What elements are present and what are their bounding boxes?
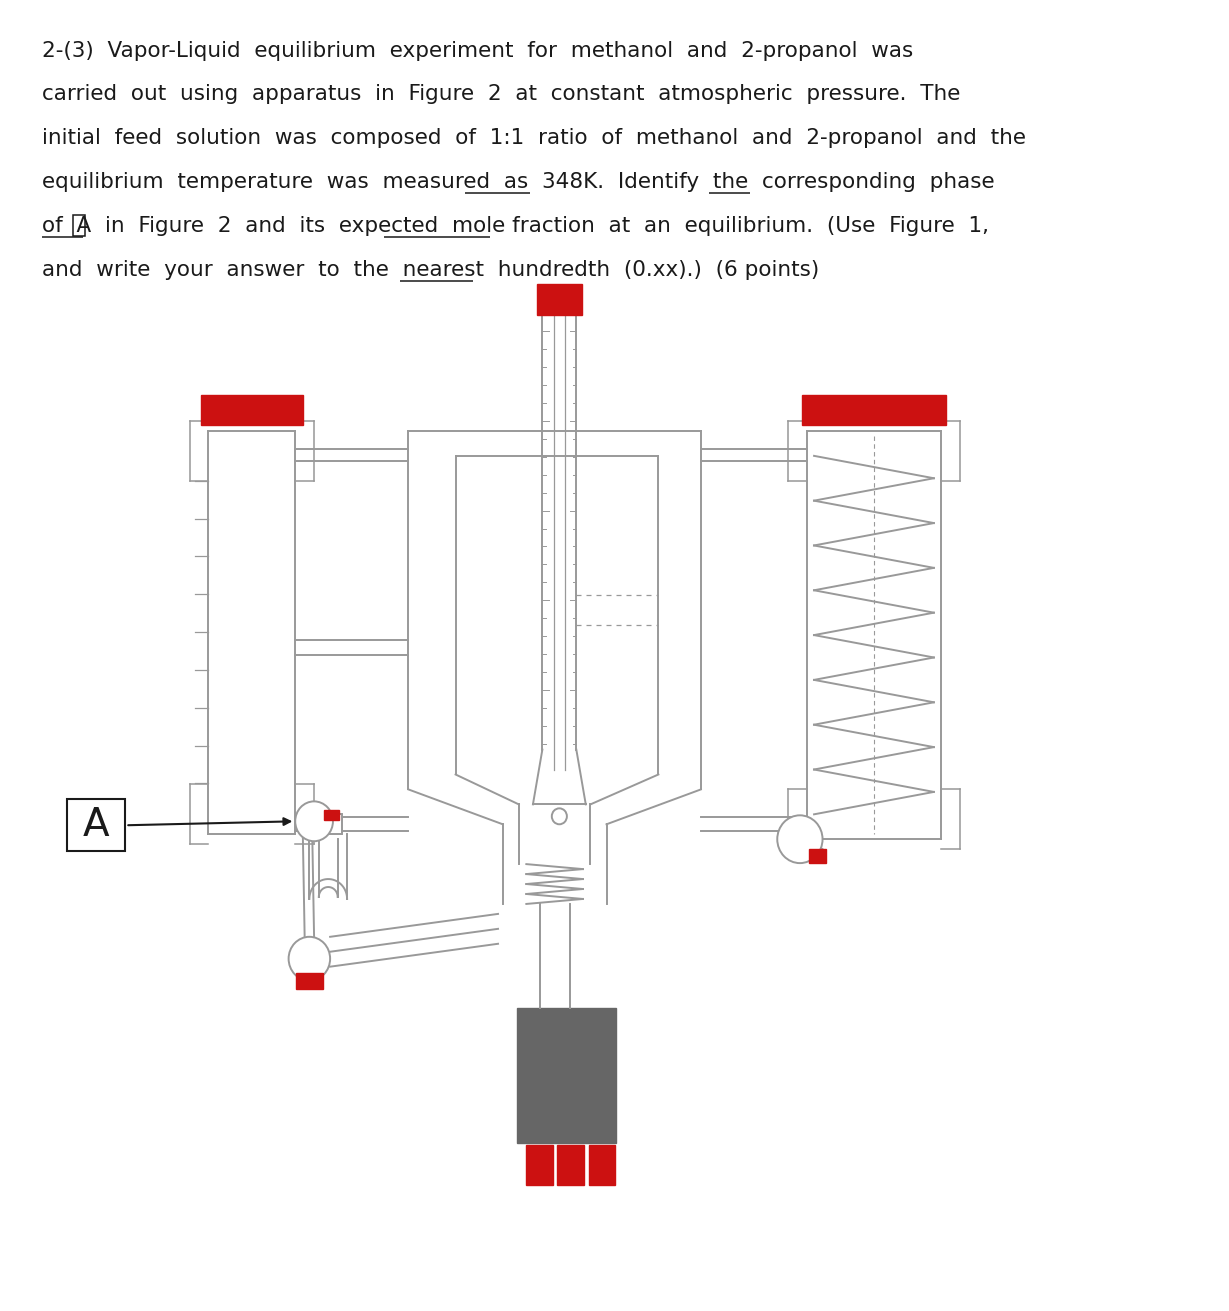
Text: initial  feed  solution  was  composed  of  1:1  ratio  of  methanol  and  2-pro: initial feed solution was composed of 1:… [42, 128, 1026, 148]
Text: A: A [82, 806, 109, 844]
Circle shape [552, 809, 567, 825]
Bar [517, 1008, 616, 1143]
Text: 2-(3)  Vapor-Liquid  equilibrium  experiment  for  methanol  and  2-propanol  wa: 2-(3) Vapor-Liquid equilibrium experimen… [42, 41, 913, 60]
Bar [66, 800, 125, 851]
Bar [589, 1145, 614, 1185]
Bar [296, 973, 322, 988]
Bar [801, 395, 946, 425]
Bar [810, 850, 826, 863]
Text: equilibrium  temperature  was  measured  as  348K.  Identify  the  corresponding: equilibrium temperature was measured as … [42, 172, 995, 191]
Bar [73, 215, 85, 236]
Circle shape [289, 937, 331, 981]
Circle shape [295, 801, 333, 842]
Circle shape [777, 815, 822, 863]
Bar [537, 283, 583, 316]
Text: and  write  your  answer  to  the  nearest  hundredth  (0.xx).)  (6 points): and write your answer to the nearest hun… [42, 260, 820, 279]
Bar [558, 1145, 584, 1185]
Bar [323, 810, 339, 821]
Bar [526, 1145, 553, 1185]
Bar [320, 814, 343, 834]
Text: carried  out  using  apparatus  in  Figure  2  at  constant  atmospheric  pressu: carried out using apparatus in Figure 2 … [42, 84, 961, 105]
Text: of  A  in  Figure  2  and  its  expected  mole fraction  at  an  equilibrium.  (: of A in Figure 2 and its expected mole f… [42, 216, 989, 236]
Bar [200, 395, 302, 425]
